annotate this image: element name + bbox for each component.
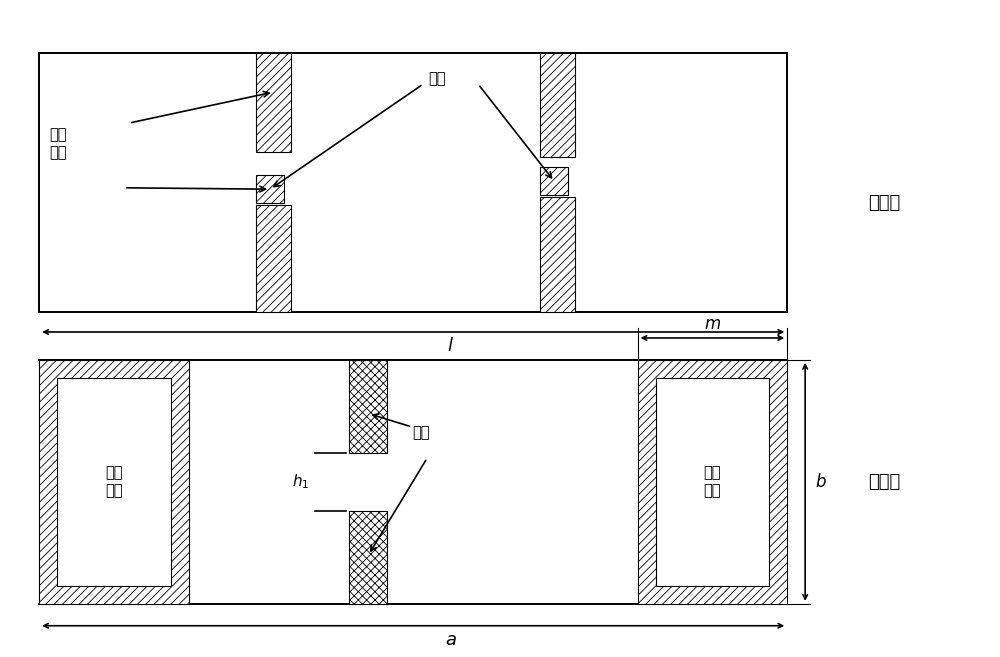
Bar <box>638 360 787 604</box>
Bar <box>57 378 171 586</box>
Text: 谐振
膜片: 谐振 膜片 <box>704 466 721 498</box>
Bar <box>39 360 189 604</box>
Bar <box>349 360 387 453</box>
Bar <box>540 197 575 312</box>
Bar <box>39 53 787 312</box>
Text: 谐振
膜片: 谐振 膜片 <box>49 127 67 160</box>
Text: $a$: $a$ <box>445 631 457 648</box>
Bar <box>256 175 284 203</box>
Text: $m$: $m$ <box>704 315 721 333</box>
Text: 侧视图: 侧视图 <box>868 473 900 491</box>
Text: 谐振
膜片: 谐振 膜片 <box>105 466 123 498</box>
Text: $l$: $l$ <box>447 337 454 355</box>
Text: 方锥: 方锥 <box>428 72 446 87</box>
Text: 方锥: 方锥 <box>412 426 430 441</box>
Bar <box>256 205 291 312</box>
Bar <box>540 53 575 157</box>
Bar <box>540 168 568 195</box>
Text: 俧视图: 俧视图 <box>868 194 900 212</box>
Bar <box>349 511 387 604</box>
Bar <box>256 53 291 152</box>
Bar <box>656 378 769 586</box>
Text: $b$: $b$ <box>815 473 827 491</box>
Text: $h_1$: $h_1$ <box>292 472 310 491</box>
